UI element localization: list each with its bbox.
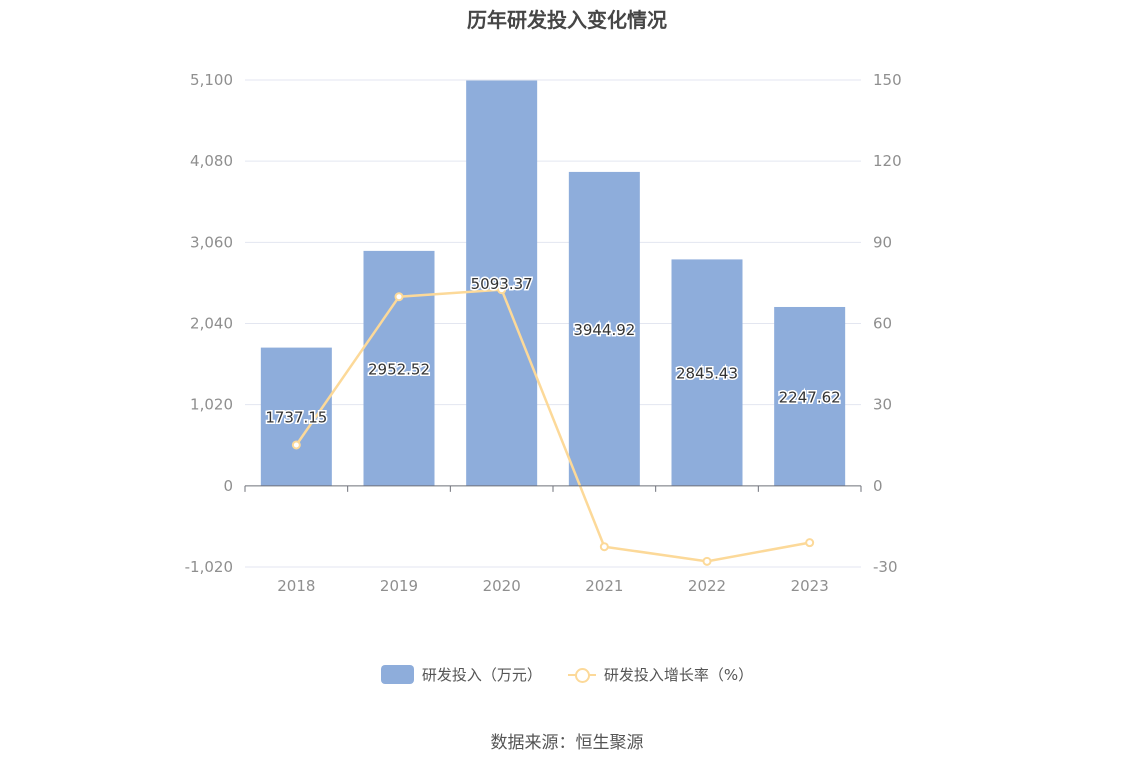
y-left-tick-label: -1,020 [185, 558, 233, 576]
legend: 研发投入（万元） 研发投入增长率（%） [0, 664, 1134, 685]
legend-line-swatch [567, 665, 596, 684]
bar-value-label: 2247.62 [779, 388, 841, 406]
bar-value-label: 2952.52 [368, 360, 430, 378]
growth-line [295, 288, 810, 563]
y-left-tick-label: 1,020 [190, 396, 233, 414]
bar-labels: 1737.15 2952.52 5093.37 3944.92 2845.43 2247.… [264, 274, 842, 429]
x-tick-label: 2020 [483, 577, 521, 595]
y-right-tick-label: -30 [873, 558, 898, 576]
growth-point [394, 292, 404, 302]
chart-title: 历年研发投入变化情况 [467, 8, 667, 32]
x-tick-label: 2018 [277, 577, 315, 595]
y-right-tick-label: 120 [873, 152, 902, 170]
x-tick-label: 2021 [585, 577, 623, 595]
legend-item-bar[interactable]: 研发投入（万元） [380, 664, 542, 685]
legend-item-line[interactable]: 研发投入增长率（%） [567, 664, 754, 685]
y-right-tick-label: 60 [873, 315, 892, 333]
bar [260, 347, 332, 486]
y-right-tick-label: 90 [873, 233, 892, 251]
axes: -1,020 -30 0 0 1,020 30 2,040 60 3,060 90 4,080 120… [185, 71, 902, 595]
x-tick-label: 2022 [688, 577, 726, 595]
bar [774, 306, 846, 486]
bar [568, 171, 640, 486]
y-left-tick-label: 3,060 [190, 233, 233, 251]
x-tick-label: 2019 [380, 577, 418, 595]
y-right-tick-label: 0 [873, 477, 883, 495]
growth-point [599, 542, 609, 552]
legend-bar-label: 研发投入（万元） [421, 666, 542, 684]
y-left-tick-label: 5,100 [190, 71, 233, 89]
y-right-tick-label: 150 [873, 71, 902, 89]
bar-series [260, 80, 846, 486]
y-left-tick-label: 2,040 [190, 315, 233, 333]
growth-point [291, 440, 301, 450]
bar [466, 80, 538, 486]
legend-bar-swatch [380, 665, 414, 684]
bar-value-label: 1737.15 [265, 409, 327, 427]
bar [363, 250, 435, 486]
growth-point [805, 538, 815, 548]
bar-value-label: 2845.43 [676, 365, 738, 383]
growth-point [497, 285, 507, 295]
data-source: 数据来源：恒生聚源 [490, 733, 644, 753]
grid-lines [245, 79, 861, 568]
y-right-tick-label: 30 [873, 396, 892, 414]
growth-point [702, 556, 712, 566]
line-series [291, 285, 815, 566]
y-left-tick-label: 0 [223, 477, 233, 495]
x-tick-label: 2023 [791, 577, 829, 595]
bar-value-label: 3944.92 [573, 321, 635, 339]
legend-line-label: 研发投入增长率（%） [603, 666, 754, 684]
y-left-tick-label: 4,080 [190, 152, 233, 170]
bar [671, 259, 743, 486]
bar-value-label: 5093.37 [471, 275, 533, 293]
